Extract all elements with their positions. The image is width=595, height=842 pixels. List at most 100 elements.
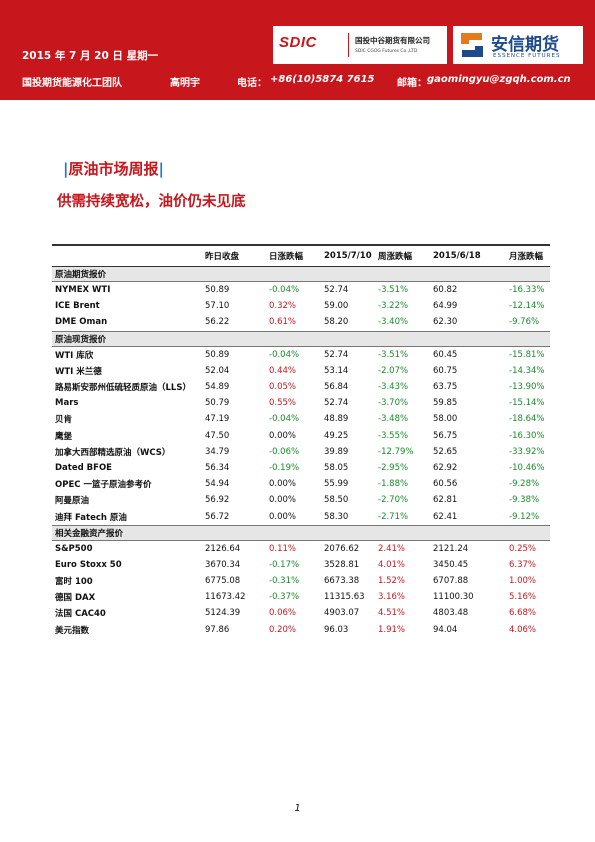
instrument-name: DME Oman [55, 317, 108, 328]
logo-divider [348, 33, 349, 57]
table-cell: 58.20 [324, 317, 349, 328]
table-row: 迪拜 Fatech 原油 56.72 0.00% 58.30 -2.71% 62.41 -9… [52, 508, 550, 525]
table-cell: -16.30% [509, 430, 545, 441]
table-cell: -16.33% [509, 285, 545, 296]
table-cell: 0.00% [269, 479, 297, 490]
table-cell: 94.04 [433, 624, 458, 635]
table-cell: -18.64% [509, 414, 545, 425]
table-cell: 6775.08 [205, 576, 241, 587]
email-label: 邮箱： [397, 78, 427, 89]
table-cell: -0.06% [269, 446, 300, 457]
table-cell: 6707.88 [433, 576, 469, 587]
table-row: 富时 100 6775.08 -0.31% 6673.38 1.52% 6707.88 1.… [52, 573, 550, 589]
table-cell: -3.43% [378, 382, 409, 393]
col-header-daily: 日涨跌幅 [266, 244, 321, 267]
header-banner: 2015 年 7 月 20 日 星期一 国投期货能源化工团队 高明宇 电话： +… [0, 0, 595, 100]
table-cell: 54.89 [205, 382, 230, 393]
table-cell: 2121.24 [433, 543, 469, 554]
table-cell: -3.48% [378, 414, 409, 425]
table-row: 贝肯 47.19 -0.04% 48.89 -3.48% 58.00 -18.64% [52, 411, 550, 427]
phone-number: +86(10)5874 7615 [270, 74, 375, 85]
table-cell: 5.16% [509, 592, 537, 603]
table-cell: 52.74 [324, 349, 349, 360]
instrument-name: 路易斯安那州低硫轻质原油（LLS） [55, 383, 191, 394]
email-address[interactable]: gaomingyu@zgqh.com.cn [427, 74, 571, 85]
report-date: 2015 年 7 月 20 日 星期一 [22, 50, 159, 62]
table-cell: 62.41 [433, 511, 458, 522]
table-cell: 1.00% [509, 576, 537, 587]
table-cell: 4.06% [509, 624, 537, 635]
table-cell: 48.89 [324, 414, 349, 425]
instrument-name: WTI 库欣 [55, 350, 94, 361]
table-group-header: 相关金融资产报价 [52, 524, 550, 541]
instrument-name: NYMEX WTI [55, 285, 111, 296]
table-cell: 1.91% [378, 624, 406, 635]
table-row: WTI 米兰德 52.04 0.44% 53.14 -2.07% 60.75 -14.34% [52, 363, 550, 379]
table-cell: -0.37% [269, 592, 300, 603]
table-cell: 64.99 [433, 301, 458, 312]
table-cell: -9.12% [509, 511, 540, 522]
instrument-name: 鹰堡 [55, 431, 73, 442]
table-cell: 6673.38 [324, 576, 360, 587]
instrument-name: Dated BFOE [55, 462, 112, 473]
essence-logo: 安信期货 ESSENCE FUTURES [453, 26, 583, 64]
table-cell: 60.56 [433, 479, 458, 490]
table-row: 阿曼原油 56.92 0.00% 58.50 -2.70% 62.81 -9.38% [52, 492, 550, 508]
essence-logo-icon [458, 30, 486, 60]
table-cell: 39.89 [324, 446, 349, 457]
table-cell: 52.74 [324, 398, 349, 409]
instrument-name: ICE Brent [55, 301, 100, 312]
table-cell: 0.61% [269, 317, 297, 328]
table-cell: 47.50 [205, 430, 230, 441]
table-cell: 0.05% [269, 382, 297, 393]
table-cell: 60.82 [433, 285, 458, 296]
sdic-logo-mark: SDIC [279, 34, 317, 51]
table-cell: 0.11% [269, 543, 297, 554]
table-cell: -3.51% [378, 285, 409, 296]
instrument-name: 阿曼原油 [55, 496, 90, 507]
table-cell: -13.90% [509, 382, 545, 393]
table-cell: 62.81 [433, 495, 458, 506]
phone-label: 电话： [237, 78, 267, 89]
table-cell: 2126.64 [205, 543, 241, 554]
table-cell: 0.00% [269, 495, 297, 506]
table-cell: -3.40% [378, 317, 409, 328]
instrument-name: 法国 CAC40 [55, 609, 106, 620]
table-cell: 0.20% [269, 624, 297, 635]
table-cell: 56.34 [205, 462, 230, 473]
instrument-name: Euro Stoxx 50 [55, 559, 122, 570]
table-cell: -0.19% [269, 462, 300, 473]
title-bar-left: | [63, 160, 69, 178]
table-cell: -3.70% [378, 398, 409, 409]
table-cell: 58.00 [433, 414, 458, 425]
instrument-name: Mars [55, 398, 79, 409]
col-header-month-date: 2015/6/18 [430, 244, 506, 267]
col-header-week-date: 2015/7/10 [321, 244, 375, 267]
table-cell: -12.79% [378, 446, 414, 457]
table-cell: 50.89 [205, 285, 230, 296]
table-cell: 96.03 [324, 624, 349, 635]
table-cell: -9.76% [509, 317, 540, 328]
table-cell: -15.81% [509, 349, 545, 360]
table-cell: 2076.62 [324, 543, 360, 554]
price-table: 昨日收盘 日涨跌幅 2015/7/10 周涨跌幅 2015/6/18 月涨跌幅 … [52, 244, 550, 638]
sdic-logo-cn: 国投中谷期货有限公司 [355, 36, 430, 45]
table-row: NYMEX WTI 50.89 -0.04% 52.74 -3.51% 60.82 -16.… [52, 282, 550, 299]
table-cell: -33.92% [509, 446, 545, 457]
table-cell: -14.34% [509, 365, 545, 376]
table-cell: 34.79 [205, 446, 230, 457]
table-cell: 3670.34 [205, 559, 241, 570]
table-cell: -0.04% [269, 414, 300, 425]
table-cell: 11673.42 [205, 592, 246, 603]
group-title: 相关金融资产报价 [52, 524, 550, 541]
table-cell: 49.25 [324, 430, 349, 441]
instrument-name: 贝肯 [55, 415, 73, 426]
table-cell: 60.75 [433, 365, 458, 376]
table-row: 加拿大西部精选原油（WCS） 34.79 -0.06% 39.89 -12.79% 52.… [52, 444, 550, 460]
col-header-weekly: 周涨跌幅 [375, 244, 430, 267]
table-cell: 11100.30 [433, 592, 474, 603]
analyst-name: 高明宇 [170, 78, 200, 89]
table-row: Euro Stoxx 50 3670.34 -0.17% 3528.81 4.01% 34… [52, 557, 550, 573]
table-row: 美元指数 97.86 0.20% 96.03 1.91% 94.04 4.06% [52, 622, 550, 638]
table-row: WTI 库欣 50.89 -0.04% 52.74 -3.51% 60.45 -15.81% [52, 346, 550, 363]
